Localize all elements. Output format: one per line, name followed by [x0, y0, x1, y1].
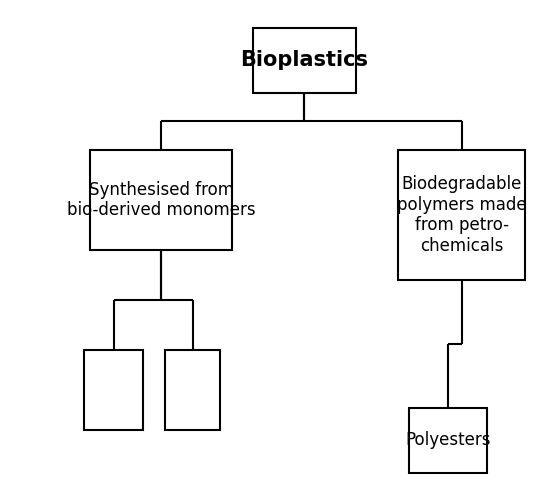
FancyBboxPatch shape — [165, 350, 220, 430]
FancyBboxPatch shape — [90, 150, 232, 250]
FancyBboxPatch shape — [254, 28, 355, 92]
FancyBboxPatch shape — [409, 408, 487, 472]
FancyBboxPatch shape — [85, 350, 144, 430]
FancyBboxPatch shape — [398, 150, 525, 280]
Text: Polyesters: Polyesters — [405, 431, 491, 449]
Text: Biodegradable
polymers made
from petro-
chemicals: Biodegradable polymers made from petro- … — [397, 175, 526, 255]
Text: Bioplastics: Bioplastics — [240, 50, 368, 70]
Text: Synthesised from
bio-derived monomers: Synthesised from bio-derived monomers — [67, 180, 255, 220]
